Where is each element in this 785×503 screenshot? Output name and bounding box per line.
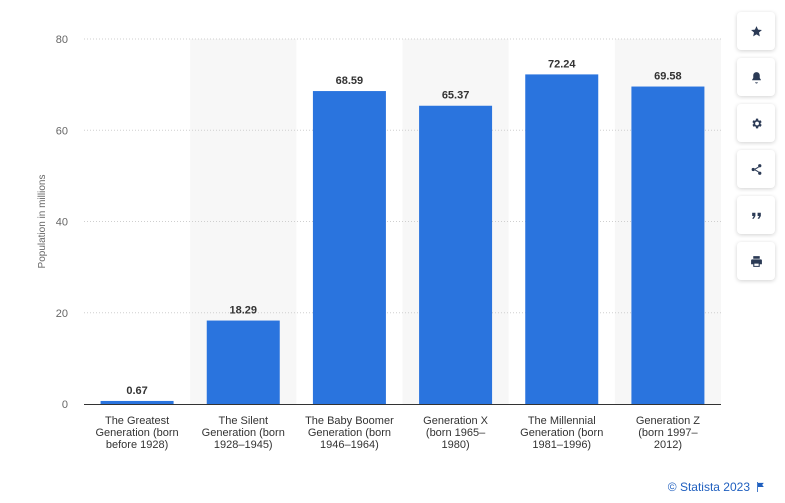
bar — [206, 320, 280, 404]
y-tick-label: 60 — [56, 125, 68, 137]
category-label: 2012) — [654, 439, 682, 451]
data-label: 68.59 — [336, 75, 364, 87]
settings-button[interactable] — [737, 104, 775, 142]
category-label: Generation (born — [202, 427, 285, 439]
category-label: The Millennial — [528, 415, 596, 427]
data-label: 72.24 — [548, 58, 576, 70]
bar — [631, 86, 705, 404]
category-label: The Silent — [218, 415, 268, 427]
category-label: (born 1997– — [638, 427, 698, 439]
category-label: 1981–1996) — [532, 439, 591, 451]
share-button[interactable] — [737, 150, 775, 188]
printer-icon — [750, 255, 762, 267]
category-label: 1980) — [442, 439, 470, 451]
data-label: 18.29 — [229, 305, 257, 317]
share-icon — [751, 163, 761, 175]
category-label: Generation Z — [636, 415, 700, 427]
print-button[interactable] — [737, 242, 775, 280]
gear-icon — [751, 118, 762, 128]
flag-icon — [757, 482, 764, 492]
chart-toolbar — [737, 12, 775, 280]
data-label: 69.58 — [654, 71, 682, 83]
quote-icon — [751, 212, 761, 219]
chart-area: 0 20 40 60 80 Population in millions 0.67 The G… — [37, 34, 721, 451]
category-label: Generation (born — [308, 427, 391, 439]
category-label: The Greatest — [105, 415, 169, 427]
category-label: before 1928) — [106, 439, 168, 451]
bar — [312, 91, 386, 404]
category-label: Generation (born — [95, 427, 178, 439]
category-label: The Baby Boomer — [305, 415, 394, 427]
y-tick-label: 0 — [62, 399, 68, 411]
cite-button[interactable] — [737, 196, 775, 234]
y-tick-label: 80 — [56, 34, 68, 46]
bar — [525, 74, 599, 404]
category-label: (born 1965– — [426, 427, 486, 439]
category-label: Generation X — [423, 415, 488, 427]
bell-icon — [751, 71, 761, 83]
star-icon — [750, 25, 762, 36]
data-label: 65.37 — [442, 90, 470, 102]
favorite-button[interactable] — [737, 12, 775, 50]
notification-button[interactable] — [737, 58, 775, 96]
y-tick-label: 40 — [56, 217, 68, 229]
bar-chart: 0 20 40 60 80 Population in millions 0.67 The G… — [37, 34, 721, 451]
category-label: Generation (born — [520, 427, 603, 439]
bar — [100, 400, 174, 404]
category-label: 1928–1945) — [214, 439, 273, 451]
data-label: 0.67 — [126, 385, 147, 397]
credit-text: © Statista 2023 — [667, 480, 750, 494]
bar — [419, 105, 493, 404]
statista-credit[interactable]: © Statista 2023 — [668, 480, 765, 494]
y-axis-title: Population in millions — [37, 175, 48, 269]
category-label: 1946–1964) — [320, 439, 379, 451]
y-tick-label: 20 — [56, 308, 68, 320]
